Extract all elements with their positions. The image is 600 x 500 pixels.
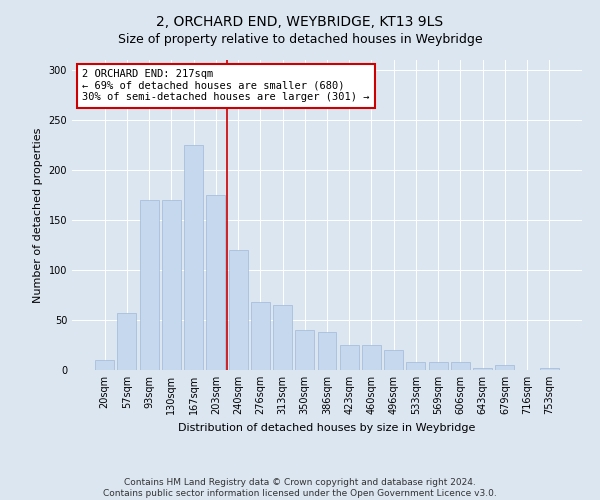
- Bar: [473, 368, 492, 370]
- Bar: [451, 362, 470, 370]
- Bar: [429, 362, 448, 370]
- Bar: [273, 305, 292, 370]
- Bar: [140, 200, 158, 370]
- Bar: [384, 350, 403, 370]
- Text: Size of property relative to detached houses in Weybridge: Size of property relative to detached ho…: [118, 32, 482, 46]
- Bar: [340, 345, 359, 370]
- Bar: [295, 330, 314, 370]
- Bar: [229, 250, 248, 370]
- Y-axis label: Number of detached properties: Number of detached properties: [33, 128, 43, 302]
- Text: 2 ORCHARD END: 217sqm
← 69% of detached houses are smaller (680)
30% of semi-det: 2 ORCHARD END: 217sqm ← 69% of detached …: [82, 70, 370, 102]
- Bar: [251, 302, 270, 370]
- Bar: [95, 360, 114, 370]
- Text: Contains HM Land Registry data © Crown copyright and database right 2024.
Contai: Contains HM Land Registry data © Crown c…: [103, 478, 497, 498]
- X-axis label: Distribution of detached houses by size in Weybridge: Distribution of detached houses by size …: [178, 422, 476, 432]
- Bar: [317, 332, 337, 370]
- Bar: [118, 313, 136, 370]
- Bar: [184, 145, 203, 370]
- Bar: [206, 195, 225, 370]
- Bar: [362, 345, 381, 370]
- Bar: [162, 200, 181, 370]
- Text: 2, ORCHARD END, WEYBRIDGE, KT13 9LS: 2, ORCHARD END, WEYBRIDGE, KT13 9LS: [157, 15, 443, 29]
- Bar: [406, 362, 425, 370]
- Bar: [496, 365, 514, 370]
- Bar: [540, 368, 559, 370]
